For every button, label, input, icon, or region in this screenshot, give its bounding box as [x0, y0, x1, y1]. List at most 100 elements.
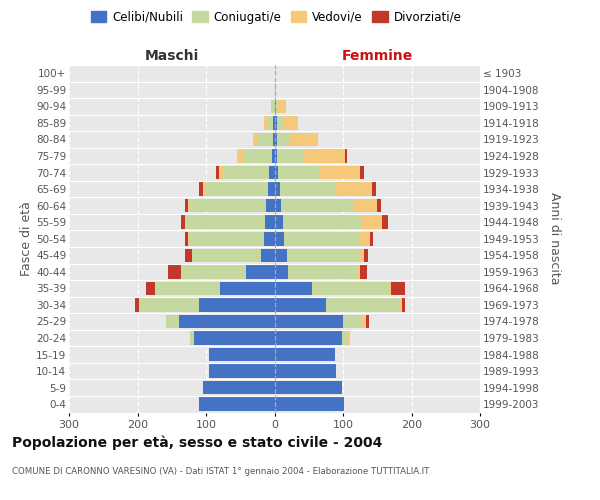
Bar	[275, 199, 281, 212]
Bar	[246, 265, 275, 278]
Bar	[206, 182, 268, 196]
Legend: Celibi/Nubili, Coniugati/e, Vedovi/e, Divorziati/e: Celibi/Nubili, Coniugati/e, Vedovi/e, Di…	[86, 6, 466, 28]
Bar	[365, 314, 369, 328]
Bar	[287, 248, 359, 262]
Bar	[312, 282, 389, 295]
Bar	[389, 282, 391, 295]
Bar	[275, 364, 336, 378]
Bar	[203, 182, 206, 196]
Bar	[319, 166, 360, 179]
Bar	[271, 100, 272, 113]
Bar	[215, 166, 219, 179]
Bar	[188, 232, 190, 245]
Bar	[364, 248, 368, 262]
Bar	[194, 332, 275, 345]
Bar	[360, 265, 367, 278]
Bar	[277, 116, 284, 130]
Bar	[185, 248, 193, 262]
Bar	[181, 216, 185, 229]
Bar	[283, 216, 361, 229]
Bar	[382, 216, 388, 229]
Bar	[179, 314, 275, 328]
Bar	[185, 232, 188, 245]
Bar	[288, 265, 356, 278]
Bar	[349, 332, 350, 345]
Bar	[277, 132, 290, 146]
Bar	[272, 149, 275, 163]
Bar	[290, 132, 317, 146]
Bar	[275, 248, 287, 262]
Bar	[326, 298, 400, 312]
Text: Maschi: Maschi	[145, 48, 199, 62]
Bar	[269, 166, 275, 179]
Bar	[353, 199, 377, 212]
Bar	[261, 248, 275, 262]
Bar	[190, 332, 194, 345]
Bar	[272, 100, 275, 113]
Bar	[264, 116, 268, 130]
Bar	[136, 298, 139, 312]
Bar	[237, 149, 244, 163]
Bar	[377, 199, 380, 212]
Bar	[209, 364, 275, 378]
Bar	[244, 149, 272, 163]
Bar	[360, 166, 364, 179]
Bar	[139, 298, 199, 312]
Bar	[278, 166, 319, 179]
Bar	[341, 332, 349, 345]
Bar	[275, 298, 326, 312]
Bar	[275, 381, 341, 394]
Text: COMUNE DI CARONNO VARESINO (VA) - Dati ISTAT 1° gennaio 2004 - Elaborazione TUTT: COMUNE DI CARONNO VARESINO (VA) - Dati I…	[12, 468, 430, 476]
Bar	[199, 182, 203, 196]
Bar	[275, 282, 312, 295]
Bar	[335, 182, 373, 196]
Bar	[373, 182, 376, 196]
Bar	[275, 332, 341, 345]
Bar	[359, 232, 370, 245]
Bar	[263, 232, 275, 245]
Bar	[188, 199, 190, 212]
Bar	[278, 100, 286, 113]
Bar	[169, 265, 181, 278]
Bar	[400, 298, 402, 312]
Bar	[275, 182, 280, 196]
Bar	[275, 100, 276, 113]
Bar	[181, 265, 246, 278]
Bar	[304, 149, 345, 163]
Bar	[258, 132, 273, 146]
Bar	[265, 216, 275, 229]
Bar	[275, 348, 335, 362]
Bar	[362, 314, 365, 328]
Bar	[209, 348, 275, 362]
Text: Femmine: Femmine	[341, 48, 413, 62]
Bar	[275, 314, 343, 328]
Bar	[361, 216, 382, 229]
Y-axis label: Fasce di età: Fasce di età	[20, 202, 33, 276]
Bar	[275, 116, 277, 130]
Bar	[284, 116, 298, 130]
Bar	[277, 149, 304, 163]
Bar	[343, 314, 362, 328]
Bar	[275, 149, 277, 163]
Bar	[284, 232, 359, 245]
Bar	[155, 282, 220, 295]
Bar	[219, 166, 224, 179]
Bar	[203, 381, 275, 394]
Bar	[356, 265, 360, 278]
Bar	[190, 232, 263, 245]
Bar	[275, 265, 288, 278]
Bar	[185, 199, 188, 212]
Bar	[402, 298, 406, 312]
Bar	[166, 314, 179, 328]
Bar	[359, 248, 364, 262]
Bar	[190, 199, 266, 212]
Bar	[185, 216, 186, 229]
Bar	[224, 166, 269, 179]
Bar	[253, 132, 258, 146]
Bar	[391, 282, 404, 295]
Bar	[275, 83, 276, 96]
Bar	[220, 282, 275, 295]
Text: Popolazione per età, sesso e stato civile - 2004: Popolazione per età, sesso e stato civil…	[12, 435, 382, 450]
Bar	[281, 199, 353, 212]
Bar	[266, 199, 275, 212]
